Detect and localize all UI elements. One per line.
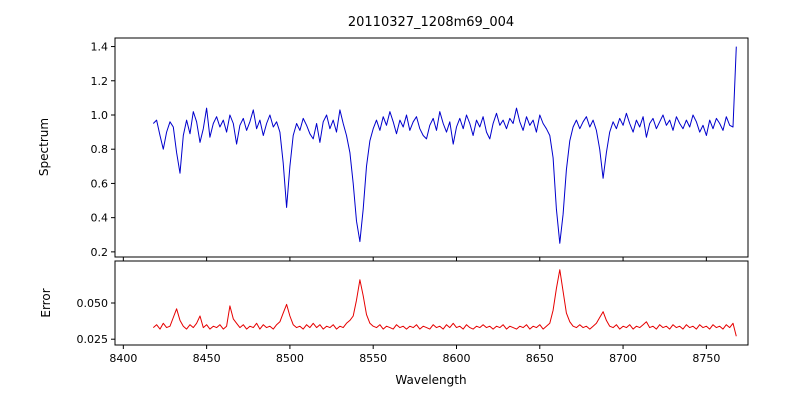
y-tick-label: 1.0 — [91, 109, 109, 122]
x-tick-label: 8550 — [359, 352, 387, 365]
y-tick-label: 0.4 — [91, 212, 109, 225]
x-tick-label: 8700 — [609, 352, 637, 365]
x-tick-label: 8600 — [442, 352, 470, 365]
y-tick-label: 0.025 — [77, 333, 109, 346]
y-axis-label-error: Error — [39, 288, 53, 317]
y-tick-label: 0.050 — [77, 297, 109, 310]
panel-frame — [114, 260, 749, 346]
x-axis-label: Wavelength — [395, 373, 466, 387]
error-line — [152, 269, 737, 337]
x-tick-label: 8400 — [109, 352, 137, 365]
x-tick-label: 8750 — [692, 352, 720, 365]
y-axis-label-spectrum: Spectrum — [37, 118, 51, 176]
y-tick-label: 0.2 — [91, 246, 109, 259]
chart-title: 20110327_1208m69_004 — [348, 15, 514, 30]
x-tick-label: 8650 — [526, 352, 554, 365]
y-tick-label: 0.8 — [91, 143, 109, 156]
plot-layer: 0.2 0.4 0.6 0.8 1.0 1.2 1.4 0.025 0.050 8400 8450 8… — [77, 37, 749, 365]
spectrum-line — [152, 46, 737, 244]
panel-frame — [114, 37, 749, 258]
x-tick-label: 8450 — [193, 352, 221, 365]
y-tick-label: 1.4 — [91, 41, 109, 54]
x-tick-label: 8500 — [276, 352, 304, 365]
y-tick-label: 0.6 — [91, 177, 109, 190]
y-tick-label: 1.2 — [91, 75, 109, 88]
